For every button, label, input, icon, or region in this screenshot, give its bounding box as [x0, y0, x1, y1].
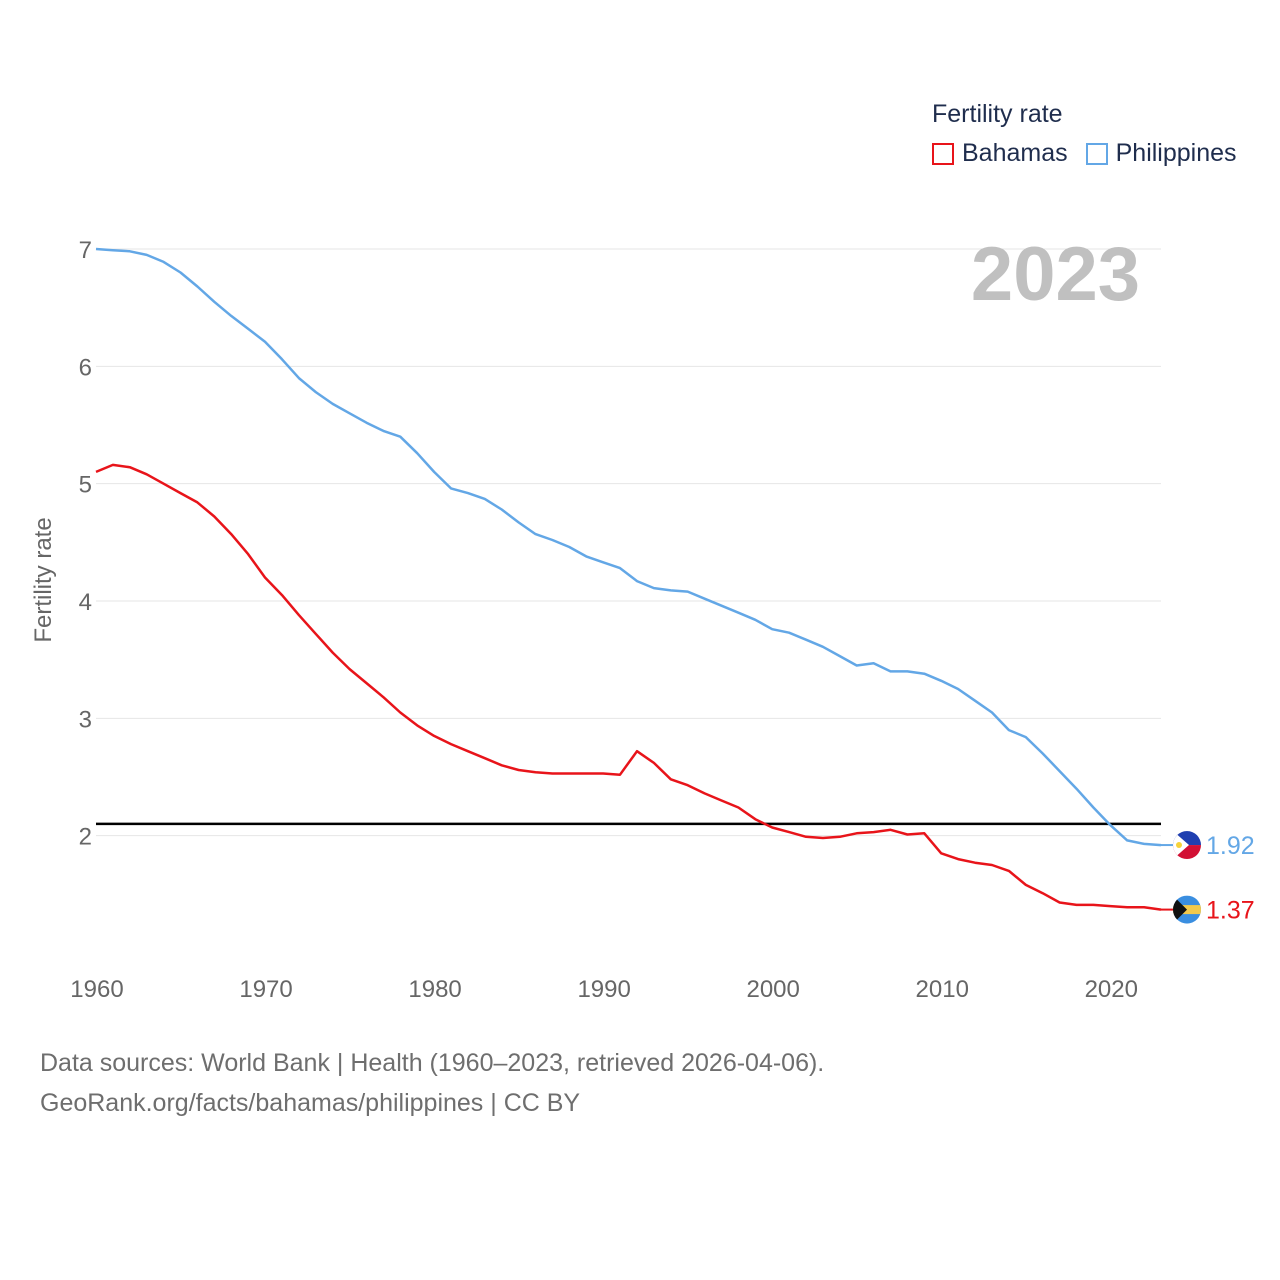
legend-label-philippines: Philippines — [1115, 139, 1237, 167]
x-tick-label: 2000 — [746, 976, 799, 1003]
legend-label-bahamas: Bahamas — [962, 139, 1068, 167]
flag-icon — [1173, 895, 1201, 924]
flag-icon — [1173, 831, 1201, 860]
x-tick-label: 2010 — [916, 976, 969, 1003]
legend-swatch-bahamas — [932, 142, 954, 165]
x-tick-label: 1960 — [70, 976, 123, 1003]
end-markers: 1.37 1.92 — [1161, 831, 1255, 925]
legend-swatch-philippines — [1085, 142, 1108, 165]
end-marker-bahamas: 1.37 — [1161, 895, 1255, 925]
x-tick-label: 1970 — [239, 976, 292, 1003]
legend-item-philippines[interactable]: Philippines — [1085, 139, 1237, 168]
series-line-bahamas — [95, 463, 1162, 911]
y-tick-label: 6 — [79, 354, 92, 381]
x-tick-label: 1980 — [408, 976, 461, 1003]
end-marker-philippines: 1.92 — [1161, 831, 1255, 860]
legend: Fertility rate Bahamas Philippines — [932, 100, 1255, 168]
y-axis-label: Fertility rate — [30, 517, 57, 642]
end-value-label-philippines: 1.92 — [1206, 832, 1255, 860]
legend-title: Fertility rate — [932, 100, 1063, 128]
x-tick-label: 1990 — [577, 976, 630, 1003]
year-label: 2023 — [971, 232, 1140, 317]
source-line-2[interactable]: GeoRank.org/facts/bahamas/philippines | … — [40, 1089, 581, 1117]
source-line-1: Data sources: World Bank | Health (1960–… — [40, 1049, 825, 1077]
series-lines — [95, 247, 1162, 911]
source-note: Data sources: World Bank | Health (1960–… — [40, 1043, 824, 1123]
y-tick-label: 3 — [79, 706, 92, 733]
x-tick-labels: 1960 1970 1980 1990 2000 2010 2020 — [70, 976, 1138, 1003]
series-line-philippines — [95, 247, 1162, 847]
y-tick-label: 5 — [79, 472, 92, 499]
y-tick-label: 2 — [79, 824, 92, 851]
y-tick-label: 7 — [79, 237, 92, 264]
y-tick-labels: 2 3 4 5 6 7 — [79, 237, 92, 851]
end-value-label-bahamas: 1.37 — [1206, 897, 1255, 925]
grid-lines — [96, 248, 1161, 837]
x-tick-label: 2020 — [1085, 976, 1138, 1003]
legend-item-bahamas[interactable]: Bahamas — [932, 139, 1068, 168]
y-tick-label: 4 — [79, 589, 92, 616]
